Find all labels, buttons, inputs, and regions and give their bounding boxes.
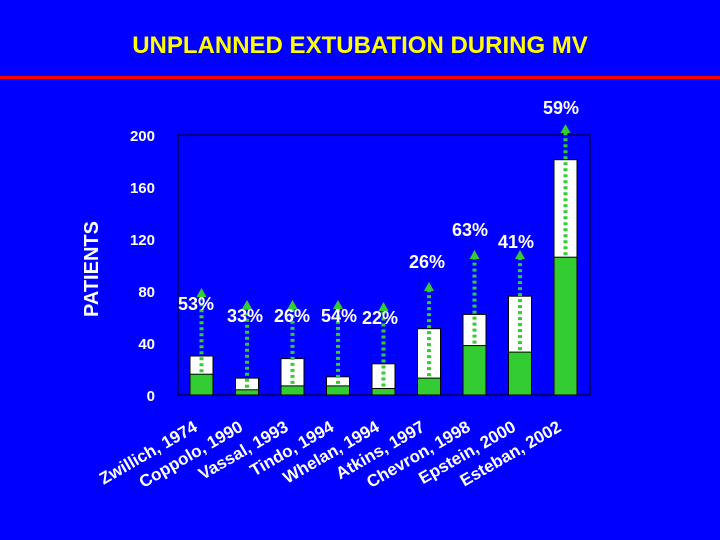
bar-portion <box>280 385 305 396</box>
y-axis-label: PATIENTS <box>81 221 103 317</box>
y-tick-label: 80 <box>138 284 155 301</box>
y-tick-label: 0 <box>147 388 155 405</box>
data-label: 33% <box>227 306 263 326</box>
data-label: 26% <box>274 306 310 326</box>
arrow-head <box>424 282 434 291</box>
y-tick-label: 40 <box>138 336 155 353</box>
bar-portion <box>508 351 532 396</box>
data-label: 54% <box>321 306 357 326</box>
bar-portion <box>326 385 350 396</box>
bar-portion <box>417 377 441 396</box>
arrow-head <box>333 300 343 309</box>
arrow-head <box>560 124 571 133</box>
data-label: 22% <box>362 308 398 328</box>
bar-portion <box>235 389 259 396</box>
data-label: 59% <box>543 98 579 118</box>
bar-portion <box>462 345 487 396</box>
data-label: 63% <box>452 220 488 240</box>
title-rule <box>0 76 720 79</box>
arrow-head <box>287 300 298 309</box>
y-tick-label: 200 <box>130 128 155 145</box>
bar-portion <box>371 388 396 396</box>
bar-portion <box>189 373 214 396</box>
y-tick-label: 160 <box>130 180 155 197</box>
arrow-head <box>515 250 525 259</box>
arrow-head <box>469 250 480 259</box>
bar-portion <box>553 256 578 396</box>
data-label: 26% <box>409 252 445 272</box>
y-tick-label: 120 <box>130 232 155 249</box>
data-label: 41% <box>498 232 534 252</box>
data-label: 53% <box>178 294 214 314</box>
arrow-head <box>242 300 252 309</box>
arrow-head <box>378 302 389 311</box>
slide-title: UNPLANNED EXTUBATION DURING MV <box>132 32 588 59</box>
arrow-head <box>196 288 207 297</box>
